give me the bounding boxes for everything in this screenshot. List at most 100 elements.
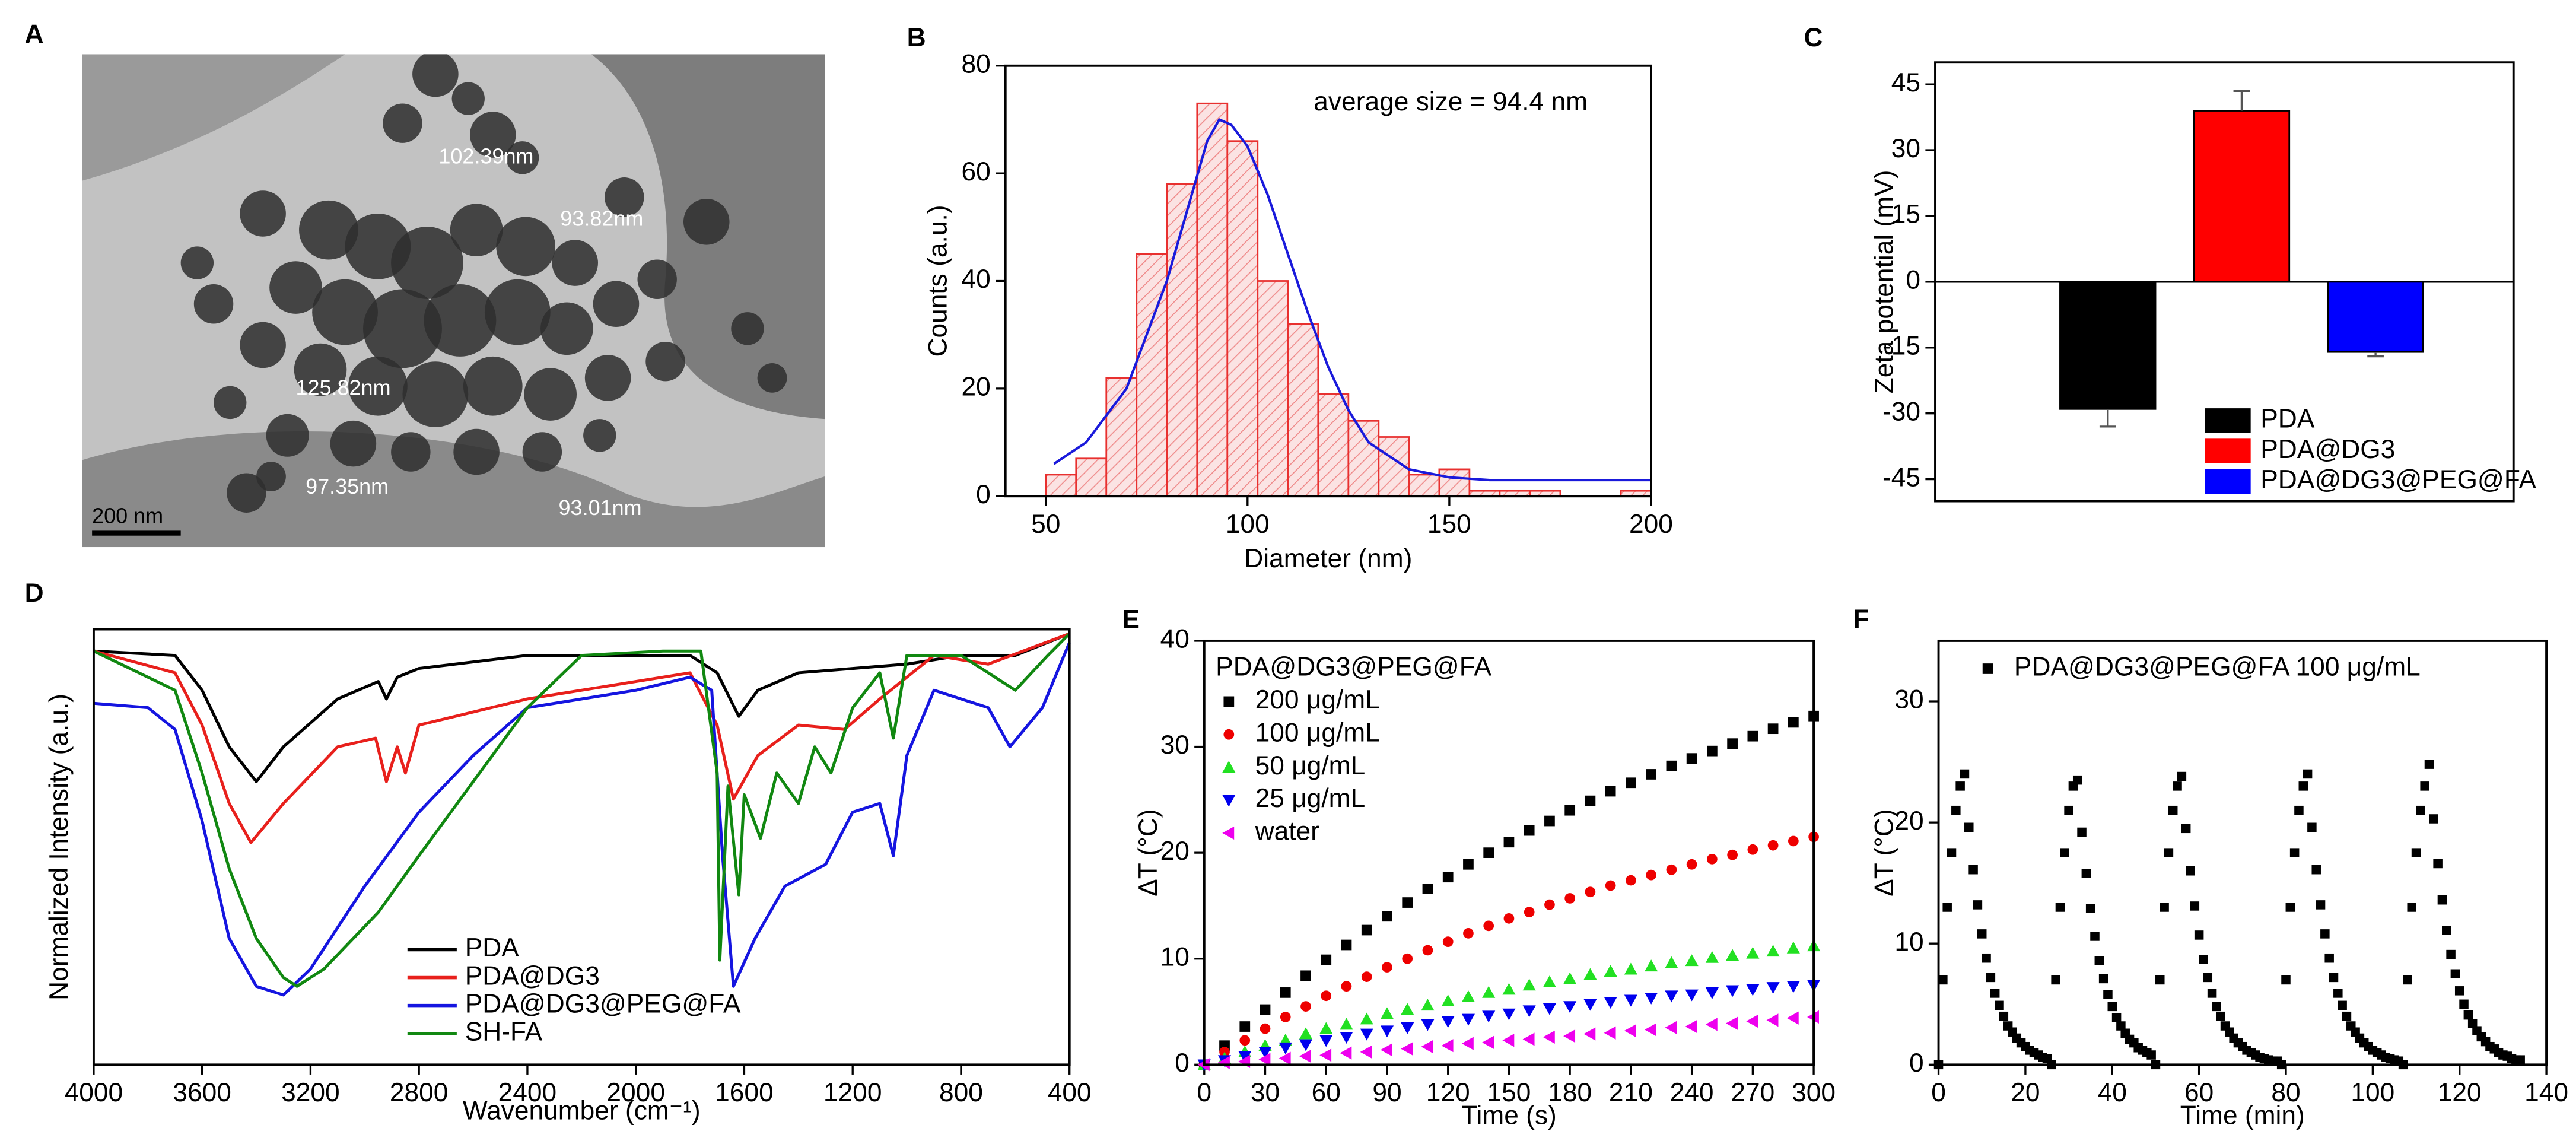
point [1239, 1035, 1251, 1046]
point [1299, 1039, 1313, 1051]
y-tick-label: 0 [1175, 1048, 1190, 1078]
plot-frame [1203, 639, 1815, 1066]
point [1999, 1011, 2009, 1021]
point [1361, 971, 1372, 982]
particle [605, 177, 644, 217]
legend-label: SH-FA [465, 1017, 543, 1046]
point [1995, 1000, 2004, 1010]
bar [1166, 183, 1198, 497]
scale-bar-label: 200 nm [92, 504, 163, 528]
point [1503, 913, 1515, 924]
point [2107, 1002, 2117, 1012]
x-tick-label: 20 [2011, 1078, 2040, 1107]
x-tick-label: 100 [1226, 510, 1270, 539]
particle [522, 432, 562, 472]
bar [2059, 281, 2157, 410]
point [1217, 1056, 1230, 1069]
y-axis-label: ΔT (°C) [1134, 809, 1163, 896]
point [2212, 1002, 2221, 1012]
point [2098, 974, 2108, 984]
point [1666, 864, 1677, 875]
point [1421, 1019, 1435, 1031]
point [1361, 924, 1372, 936]
x-tick-label: 2000 [606, 1078, 665, 1107]
particle [294, 343, 347, 396]
point [1624, 1024, 1636, 1038]
point [1401, 1022, 1414, 1034]
point [1482, 986, 1496, 998]
point [2181, 824, 2191, 834]
spectrum-line [93, 641, 1071, 997]
point [2307, 822, 2317, 832]
y-tick-label: 80 [962, 49, 991, 78]
legend-swatch [2205, 408, 2251, 433]
point [1746, 946, 1760, 959]
point [2338, 1000, 2347, 1010]
point [2298, 781, 2308, 791]
point [1502, 1034, 1515, 1047]
point [1786, 941, 1800, 954]
point [1686, 859, 1697, 870]
point [2094, 956, 2104, 965]
point [1766, 945, 1780, 957]
size-label: 125.82nm [295, 376, 390, 400]
legend-label: PDA@DG3@PEG@FA [465, 989, 741, 1018]
point [1321, 954, 1332, 965]
plot-frame [92, 628, 1071, 1066]
point [1300, 1001, 1311, 1012]
plot-frame [1934, 61, 2515, 503]
point [1441, 994, 1455, 1007]
particle [470, 112, 516, 158]
point [1341, 981, 1352, 992]
particle [593, 281, 640, 328]
point [1463, 928, 1474, 939]
point [1563, 1029, 1576, 1043]
particle [266, 414, 309, 457]
y-axis-label: ΔT (°C) [1870, 809, 1899, 896]
x-tick-label: 800 [939, 1078, 983, 1107]
point [1990, 989, 2000, 998]
point [1705, 951, 1719, 963]
point [1947, 848, 1957, 857]
x-tick-label: 40 [2098, 1078, 2127, 1107]
point [2303, 769, 2313, 779]
point [1360, 1045, 1372, 1059]
point [1788, 717, 1799, 728]
point [1767, 840, 1779, 851]
point [1746, 1015, 1758, 1028]
particle [496, 217, 556, 277]
point [1964, 822, 1974, 832]
x-tick-label: 1600 [715, 1078, 774, 1107]
point [2467, 1019, 2478, 1028]
point [1300, 970, 1311, 981]
y-tick-label: 40 [1160, 625, 1190, 654]
x-tick-label: 300 [1792, 1078, 1836, 1107]
point [2194, 930, 2204, 940]
point [1260, 1004, 1271, 1015]
y-tick-label: -45 [1882, 463, 1920, 492]
particle [731, 312, 764, 345]
y-tick-label: 30 [1160, 730, 1190, 760]
point [1604, 965, 1617, 977]
bar [1075, 457, 1108, 497]
x-tick-label: 140 [2524, 1078, 2568, 1107]
x-tick-label: 120 [2438, 1078, 2482, 1107]
point [2146, 1050, 2156, 1060]
point [1319, 1048, 1332, 1062]
particle [269, 261, 322, 314]
point [1502, 1008, 1516, 1021]
point [1442, 872, 1454, 883]
particle [240, 190, 286, 237]
legend-label: PDA@DG3@PEG@FA 100 μg/mL [2014, 653, 2421, 682]
point [2186, 866, 2195, 876]
x-tick-label: 100 [2351, 1078, 2394, 1107]
point [1705, 1018, 1718, 1031]
x-tick-label: 180 [1548, 1078, 1592, 1107]
x-tick-label: 400 [1048, 1078, 1092, 1107]
point [2324, 953, 2334, 963]
point [2072, 775, 2082, 785]
tem-image [82, 54, 825, 548]
point [1605, 786, 1616, 797]
point [1522, 978, 1536, 991]
legend-marker [1223, 696, 1235, 707]
